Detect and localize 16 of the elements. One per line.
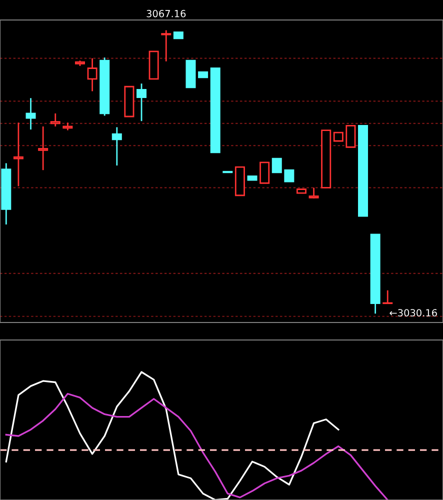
- candlestick: [26, 97, 36, 130]
- candlestick: [284, 169, 294, 182]
- candlestick: [382, 290, 393, 304]
- candlestick: [161, 30, 172, 62]
- candlestick: [38, 126, 48, 171]
- candlestick: [50, 112, 60, 128]
- candlestick: [13, 122, 24, 187]
- candlestick: [87, 58, 98, 92]
- candlestick: [272, 158, 282, 174]
- candlestick: [346, 124, 356, 148]
- annotation: ←3030.16: [390, 309, 437, 316]
- candlestick: [136, 82, 147, 122]
- candlestick: [308, 187, 319, 200]
- candlestick: [112, 126, 122, 166]
- text: 3067.16: [146, 10, 186, 18]
- candlestick: [260, 162, 270, 184]
